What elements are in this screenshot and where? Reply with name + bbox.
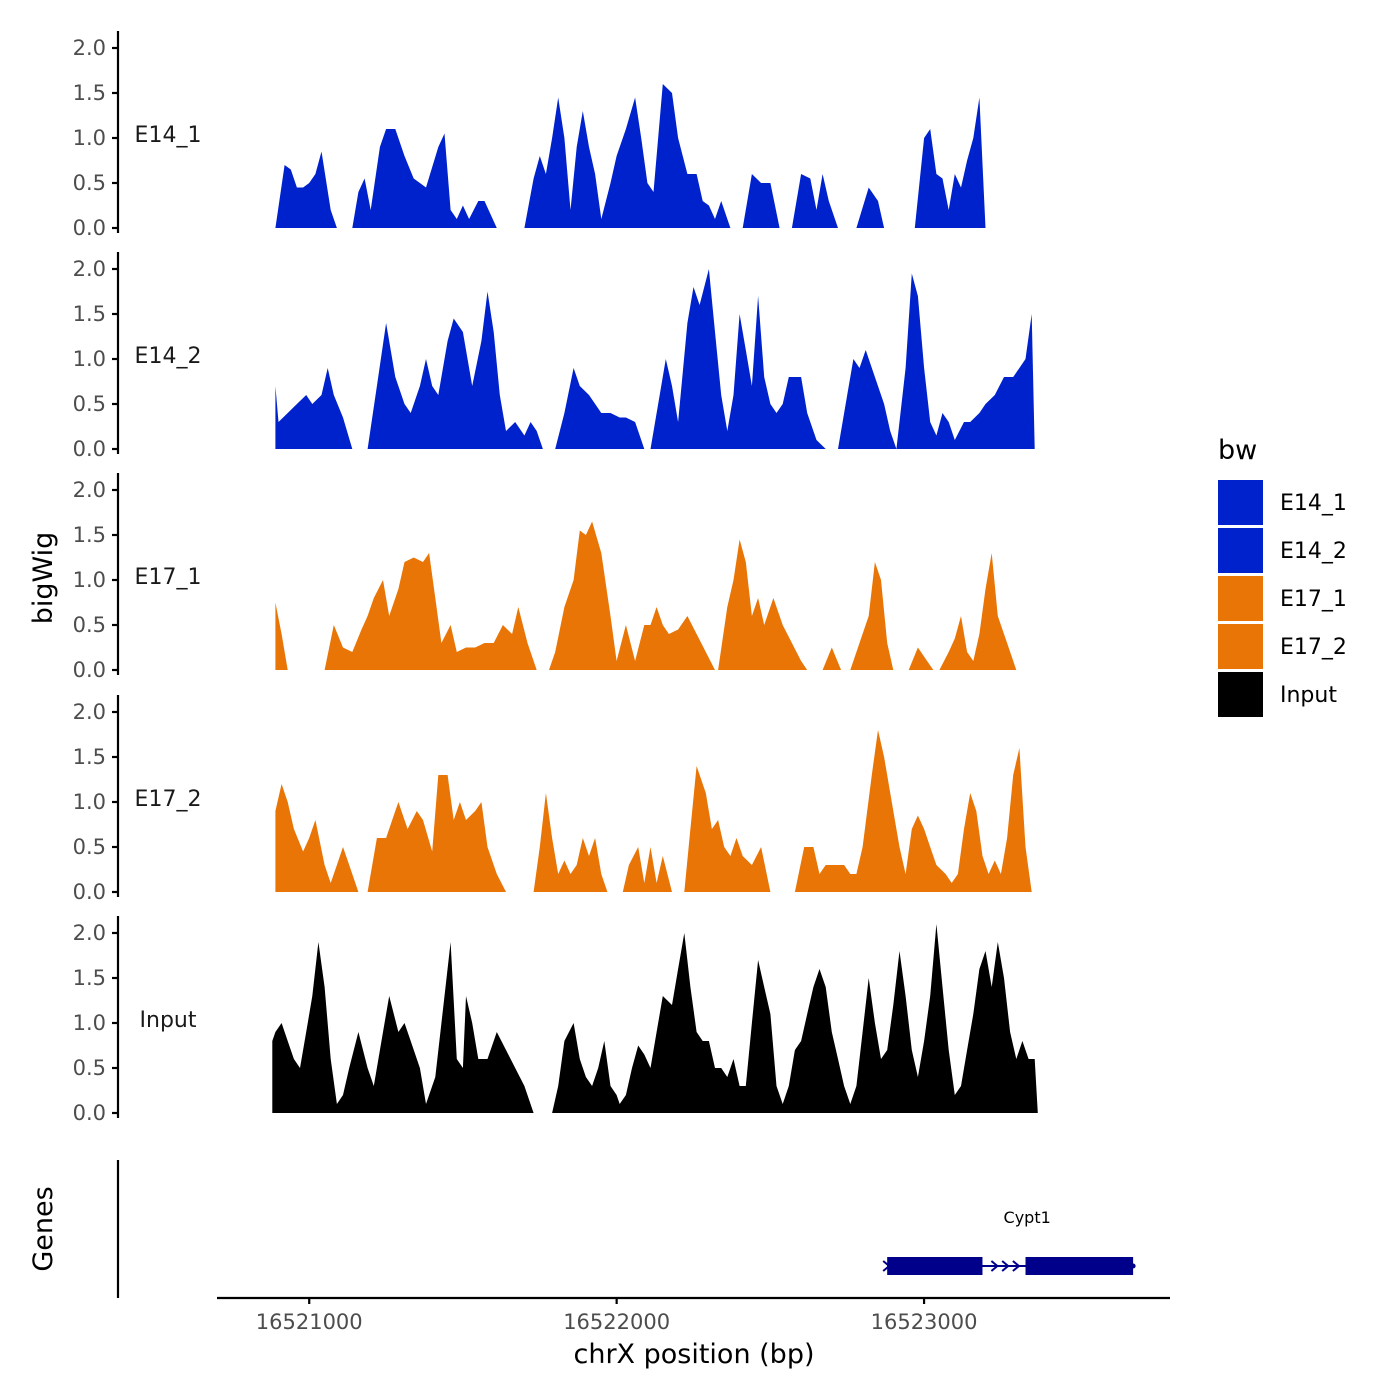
y-tick-label: 1.0	[73, 347, 106, 371]
y-tick-label: 0.5	[73, 835, 106, 859]
panel-label: Input	[140, 1008, 197, 1033]
legend-label: E14_2	[1280, 539, 1347, 564]
genes-track-title: Genes	[28, 1186, 59, 1271]
y-tick-label: 0.0	[73, 658, 106, 682]
legend-swatch	[1218, 672, 1263, 717]
legend-title: bw	[1218, 435, 1257, 466]
panel-e14-2: 0.0 0.5 1.0 1.5 2.0 E14_2	[73, 252, 1035, 461]
y-tick-label: 0.5	[73, 613, 106, 637]
y-tick-label: 1.0	[73, 790, 106, 814]
legend-label: E17_1	[1280, 587, 1347, 612]
strand-arrow	[882, 1260, 891, 1272]
coverage-area	[272, 942, 534, 1113]
coverage-area	[275, 784, 359, 892]
strand-arrow	[1012, 1260, 1021, 1272]
y-tick-label: 0.0	[73, 216, 106, 240]
coverage-area	[367, 775, 506, 892]
x-axis-title: chrX position (bp)	[573, 1339, 814, 1370]
y-tick-label: 1.0	[73, 568, 106, 592]
x-tick-label: 16522000	[563, 1310, 670, 1334]
legend-label: E17_2	[1280, 635, 1347, 660]
coverage-area	[524, 84, 731, 228]
y-axis-title: bigWig	[28, 532, 59, 625]
y-tick-label: 0.0	[73, 437, 106, 461]
coverage-area	[275, 151, 337, 228]
y-tick-label: 1.5	[73, 745, 106, 769]
coverage-area	[549, 521, 715, 670]
coverage-area	[742, 174, 780, 228]
coverage-area	[791, 174, 838, 228]
coverage-area	[850, 562, 894, 670]
panel-label: E17_1	[135, 565, 202, 590]
legend-swatch	[1218, 480, 1263, 525]
legend-label: E14_1	[1280, 491, 1347, 516]
panel-label: E14_2	[135, 344, 202, 369]
panel-e14-1: 0.0 0.5 1.0 1.5 2.0 E14_1	[73, 31, 986, 240]
x-axis: 16521000 16522000 16523000	[217, 1296, 1170, 1334]
coverage-area	[650, 269, 826, 449]
coverage-area	[684, 766, 771, 892]
legend-swatch	[1218, 576, 1263, 621]
y-tick-label: 0.5	[73, 171, 106, 195]
coverage-area	[856, 187, 885, 228]
coverage-area	[324, 553, 537, 670]
panel-label: E17_2	[135, 787, 202, 812]
gene-exon	[1025, 1257, 1134, 1275]
panel-label: E14_1	[135, 123, 202, 148]
genes-track: Genes Cypt1	[28, 1160, 1136, 1298]
legend-swatch	[1218, 624, 1263, 669]
y-tick-label: 0.5	[73, 392, 106, 416]
panel-input: 0.0 0.5 1.0 1.5 2.0 Input	[73, 916, 1038, 1125]
x-tick-label: 16523000	[871, 1310, 978, 1334]
coverage-area	[908, 647, 934, 670]
y-tick-label: 0.0	[73, 880, 106, 904]
panel-e17-1: 0.0 0.5 1.0 1.5 2.0 E17_1	[73, 473, 1017, 682]
panel-e17-2: 0.0 0.5 1.0 1.5 2.0 E17_2	[73, 695, 1032, 904]
coverage-area	[533, 793, 608, 892]
coverage-area	[822, 647, 842, 670]
coverage-area	[367, 291, 543, 449]
y-tick-label: 1.5	[73, 81, 106, 105]
strand-arrow	[990, 1260, 999, 1272]
legend: bw E14_1 E14_2 E17_1 E17_2 Input	[1218, 435, 1347, 717]
gene-label: Cypt1	[1004, 1208, 1051, 1227]
y-tick-label: 1.5	[73, 966, 106, 990]
gene-exon	[887, 1257, 983, 1275]
legend-swatch	[1218, 528, 1263, 573]
y-tick-label: 0.5	[73, 1056, 106, 1080]
coverage-area	[939, 553, 1017, 670]
coverage-area	[555, 368, 645, 449]
coverage-area	[794, 730, 1032, 892]
coverage-area	[352, 129, 497, 228]
y-tick-label: 1.0	[73, 1011, 106, 1035]
x-tick-label: 16521000	[256, 1310, 363, 1334]
y-tick-label: 0.0	[73, 1101, 106, 1125]
coverage-area	[838, 273, 1035, 449]
y-tick-label: 2.0	[73, 921, 106, 945]
y-tick-label: 2.0	[73, 478, 106, 502]
y-tick-label: 1.0	[73, 126, 106, 150]
coverage-area	[552, 924, 1038, 1113]
strand-arrow	[1001, 1260, 1010, 1272]
coverage-area	[275, 602, 288, 670]
legend-label: Input	[1280, 683, 1337, 708]
y-tick-label: 2.0	[73, 257, 106, 281]
coverage-area	[914, 97, 986, 228]
y-tick-label: 1.5	[73, 523, 106, 547]
coverage-area	[718, 539, 808, 670]
y-tick-label: 2.0	[73, 36, 106, 60]
y-tick-label: 2.0	[73, 700, 106, 724]
coverage-panels: 0.0 0.5 1.0 1.5 2.0 E14_1 0.0 0.5 1.0 1.5 2.0 E14_2…	[73, 31, 1038, 1125]
coverage-area	[622, 847, 672, 892]
coverage-area	[275, 368, 353, 449]
gene-end-marker	[1130, 1263, 1136, 1269]
y-tick-label: 1.5	[73, 302, 106, 326]
